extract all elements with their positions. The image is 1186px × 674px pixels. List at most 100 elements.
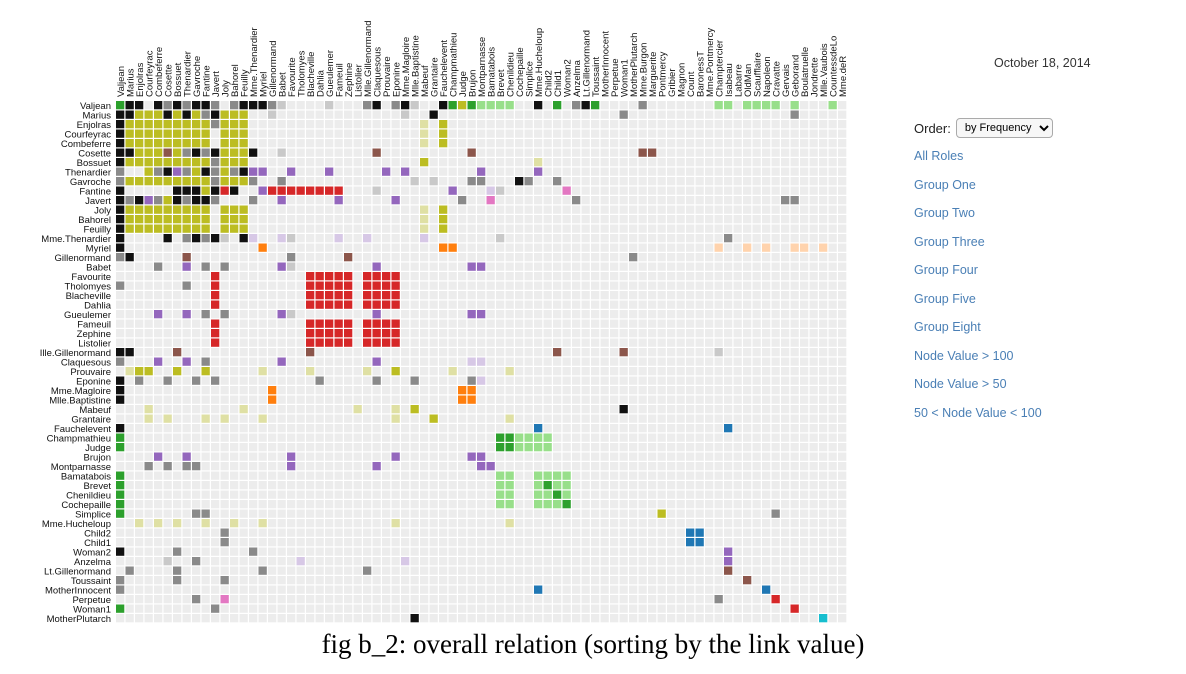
matrix-cell-link[interactable] (648, 148, 657, 157)
matrix-cell[interactable] (477, 319, 486, 328)
matrix-cell[interactable] (477, 509, 486, 518)
matrix-cell[interactable] (553, 566, 562, 575)
matrix-cell[interactable] (201, 338, 210, 347)
matrix-cell[interactable] (800, 481, 809, 490)
matrix-cell-link[interactable] (201, 167, 210, 176)
matrix-cell[interactable] (306, 224, 315, 233)
matrix-cell[interactable] (733, 329, 742, 338)
matrix-cell[interactable] (600, 310, 609, 319)
matrix-cell[interactable] (686, 471, 695, 480)
matrix-cell[interactable] (410, 196, 419, 205)
matrix-cell[interactable] (182, 595, 191, 604)
matrix-cell[interactable] (439, 148, 448, 157)
matrix-cell[interactable] (762, 376, 771, 385)
matrix-cell[interactable] (610, 129, 619, 138)
matrix-cell[interactable] (467, 405, 476, 414)
matrix-cell[interactable] (572, 557, 581, 566)
matrix-cell[interactable] (486, 614, 495, 623)
matrix-cell[interactable] (543, 614, 552, 623)
matrix-cell[interactable] (116, 319, 125, 328)
matrix-cell[interactable] (163, 348, 172, 357)
matrix-cell[interactable] (657, 129, 666, 138)
matrix-cell-link[interactable] (819, 614, 828, 623)
matrix-cell[interactable] (410, 367, 419, 376)
matrix-cell[interactable] (819, 186, 828, 195)
matrix-cell[interactable] (619, 310, 628, 319)
matrix-cell-link[interactable] (439, 205, 448, 214)
matrix-cell[interactable] (230, 196, 239, 205)
matrix-cell[interactable] (363, 262, 372, 271)
matrix-cell-link[interactable] (220, 139, 229, 148)
matrix-cell-link[interactable] (372, 101, 381, 110)
matrix-cell[interactable] (752, 139, 761, 148)
matrix-cell[interactable] (505, 300, 514, 309)
matrix-cell[interactable] (287, 405, 296, 414)
column-label[interactable]: Courfeyrac (144, 50, 155, 97)
matrix-cell-link[interactable] (125, 120, 134, 129)
matrix-cell[interactable] (458, 566, 467, 575)
matrix-cell[interactable] (135, 557, 144, 566)
matrix-cell[interactable] (505, 129, 514, 138)
matrix-cell[interactable] (353, 424, 362, 433)
matrix-cell[interactable] (429, 395, 438, 404)
matrix-cell[interactable] (515, 585, 524, 594)
matrix-cell[interactable] (429, 405, 438, 414)
row-label[interactable]: Cosette (78, 149, 111, 160)
matrix-cell[interactable] (135, 395, 144, 404)
matrix-cell[interactable] (705, 300, 714, 309)
matrix-cell[interactable] (420, 509, 429, 518)
matrix-cell[interactable] (572, 538, 581, 547)
matrix-cell[interactable] (743, 395, 752, 404)
matrix-cell[interactable] (268, 167, 277, 176)
matrix-cell[interactable] (486, 595, 495, 604)
matrix-cell[interactable] (496, 566, 505, 575)
matrix-cell-link[interactable] (391, 452, 400, 461)
matrix-cell[interactable] (420, 452, 429, 461)
matrix-cell-link[interactable] (790, 243, 799, 252)
matrix-cell[interactable] (458, 120, 467, 129)
matrix-cell[interactable] (496, 576, 505, 585)
matrix-cell[interactable] (154, 234, 163, 243)
matrix-cell[interactable] (581, 205, 590, 214)
matrix-cell[interactable] (781, 614, 790, 623)
matrix-cell[interactable] (524, 547, 533, 556)
matrix-cell[interactable] (230, 386, 239, 395)
matrix-cell[interactable] (258, 376, 267, 385)
matrix-cell[interactable] (743, 205, 752, 214)
matrix-cell[interactable] (838, 129, 847, 138)
matrix-cell[interactable] (838, 395, 847, 404)
matrix-cell[interactable] (372, 538, 381, 547)
matrix-cell[interactable] (496, 405, 505, 414)
matrix-cell-link[interactable] (173, 519, 182, 528)
matrix-cell-link[interactable] (154, 158, 163, 167)
matrix-cell[interactable] (448, 224, 457, 233)
matrix-cell[interactable] (838, 604, 847, 613)
matrix-cell[interactable] (648, 253, 657, 262)
matrix-cell[interactable] (790, 585, 799, 594)
matrix-cell[interactable] (733, 462, 742, 471)
matrix-cell[interactable] (543, 519, 552, 528)
matrix-cell[interactable] (771, 158, 780, 167)
matrix-cell[interactable] (258, 433, 267, 442)
matrix-cell[interactable] (220, 443, 229, 452)
matrix-cell[interactable] (401, 186, 410, 195)
matrix-cell[interactable] (306, 395, 315, 404)
matrix-cell[interactable] (705, 557, 714, 566)
matrix-cell[interactable] (733, 604, 742, 613)
matrix-cell[interactable] (572, 148, 581, 157)
matrix-cell[interactable] (163, 272, 172, 281)
matrix-cell[interactable] (315, 196, 324, 205)
matrix-cell[interactable] (363, 528, 372, 537)
matrix-cell[interactable] (733, 395, 742, 404)
column-label[interactable]: Anzelma (572, 59, 583, 97)
matrix-cell-link[interactable] (306, 300, 315, 309)
matrix-cell[interactable] (363, 120, 372, 129)
matrix-cell[interactable] (344, 348, 353, 357)
matrix-cell[interactable] (448, 139, 457, 148)
column-label[interactable]: Gillenormand (268, 41, 279, 98)
matrix-cell[interactable] (562, 462, 571, 471)
matrix-cell[interactable] (439, 310, 448, 319)
matrix-cell[interactable] (325, 566, 334, 575)
matrix-cell[interactable] (828, 196, 837, 205)
matrix-cell[interactable] (553, 167, 562, 176)
